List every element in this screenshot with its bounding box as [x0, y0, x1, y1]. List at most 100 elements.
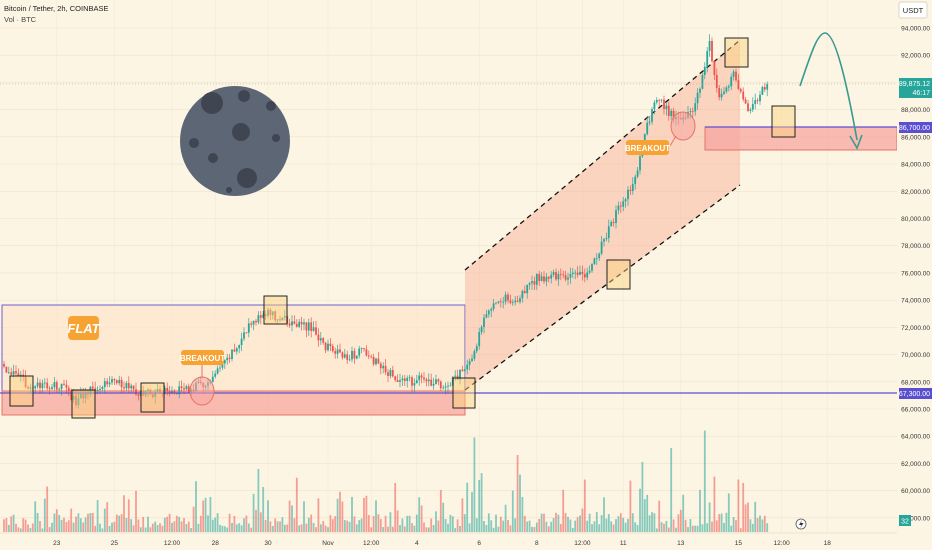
candle-body	[101, 387, 104, 390]
volume-bar	[223, 526, 226, 532]
candle-body	[483, 317, 485, 328]
candle-body	[588, 270, 591, 273]
candle-body	[418, 375, 421, 381]
candle-body	[579, 271, 581, 275]
volume-bar	[341, 501, 344, 532]
breakout-label-right: BREAKOUT	[625, 140, 670, 155]
volume-bar	[207, 515, 209, 532]
chart-header: Bitcoin / Tether, 2h, COINBASE Vol · BTC	[4, 4, 109, 24]
volume-bar	[315, 527, 317, 532]
candle-body	[703, 66, 706, 75]
volume-bar	[262, 487, 265, 532]
candle-body	[84, 393, 87, 399]
volume-bar	[641, 462, 644, 532]
time-tick-label: 30	[264, 540, 272, 547]
volume-bar	[600, 515, 603, 532]
candle-body	[653, 102, 656, 110]
candle-body	[708, 40, 711, 52]
volume-bar	[137, 519, 140, 532]
candle-body	[329, 343, 332, 347]
lightning-icon[interactable]	[795, 518, 807, 530]
candle-body	[63, 383, 65, 385]
candle-body	[183, 388, 185, 390]
candle-body	[742, 91, 745, 100]
time-tick-label: 12:00	[773, 540, 790, 547]
volume-bar	[677, 514, 680, 532]
channel-upper-line[interactable]	[464, 39, 741, 271]
resistance-zone[interactable]	[704, 126, 898, 151]
volume-bar	[195, 481, 197, 532]
candle-body	[605, 238, 608, 240]
candle-body	[235, 348, 238, 352]
candle-body	[300, 321, 303, 325]
volume-bar	[394, 483, 397, 532]
volume-bar	[435, 511, 437, 532]
candle-body	[497, 301, 500, 303]
volume-bar	[670, 448, 673, 532]
candle-body	[514, 300, 517, 303]
candle-body	[581, 271, 584, 275]
volume-bar	[459, 525, 461, 532]
volume-bar	[111, 522, 113, 532]
volume-bar	[466, 482, 469, 532]
price-tick-label: 86,000.00	[901, 134, 930, 141]
volume-bar	[120, 514, 123, 532]
candle-body	[667, 105, 670, 117]
volume-bar	[322, 521, 325, 532]
volume-bar	[87, 513, 89, 532]
candle-body	[319, 338, 322, 341]
volume-bar	[82, 522, 85, 532]
candle-body	[735, 71, 737, 81]
volume-bar	[310, 514, 313, 532]
candle-body	[598, 253, 601, 259]
volume-bar	[375, 500, 377, 532]
time-tick-label: 18	[824, 540, 832, 547]
volume-bar	[636, 524, 639, 532]
volume-bar	[732, 517, 735, 532]
time-tick-label: 23	[53, 540, 61, 547]
candle-body	[610, 221, 613, 227]
volume-bar	[682, 494, 685, 532]
volume-bar	[67, 520, 70, 532]
currency-button[interactable]: USDT	[898, 1, 928, 19]
candle-body	[238, 345, 241, 349]
candle-body	[269, 309, 272, 316]
countdown-text: 46:17	[912, 90, 930, 97]
volume-bar	[106, 502, 109, 532]
volume-bar	[509, 525, 512, 532]
candle-body	[10, 372, 13, 375]
candle-body	[317, 334, 320, 341]
volume-bar	[447, 523, 449, 532]
volume-bar	[751, 523, 754, 532]
volume-bar	[135, 490, 137, 532]
volume-bar	[161, 525, 164, 532]
candle-body	[274, 311, 277, 321]
volume-bar	[718, 514, 721, 532]
volume-bar	[339, 491, 341, 532]
volume-bar	[418, 497, 421, 532]
channel-lower-line[interactable]	[464, 184, 741, 391]
candle-body	[171, 390, 173, 394]
breakout-connector-right	[669, 135, 677, 147]
volume-bar	[187, 521, 190, 532]
candle-body	[615, 210, 617, 224]
flat-label-text: FLAT	[67, 321, 100, 336]
volume-bar	[425, 527, 428, 532]
candle-body	[490, 308, 493, 311]
volume-bar	[60, 519, 63, 532]
volume-bar	[451, 516, 454, 532]
volume-badge: 32	[899, 515, 911, 526]
candle-body	[365, 349, 368, 356]
candle-body	[130, 385, 133, 389]
time-axis[interactable]: 23 25 12:00 28 30 Nov 12:00 4 6 8 12:00 11 13 15 12:00…	[0, 532, 897, 550]
candle-body	[135, 389, 137, 395]
volume-bar	[603, 497, 605, 532]
price-tick-label: 72,000.00	[901, 325, 930, 332]
candle-body	[87, 393, 89, 395]
volume-bar	[377, 514, 380, 532]
volume-bar	[639, 488, 641, 532]
volume-bar	[209, 496, 212, 532]
volume-bar	[245, 515, 248, 532]
volume-bar	[211, 519, 214, 532]
